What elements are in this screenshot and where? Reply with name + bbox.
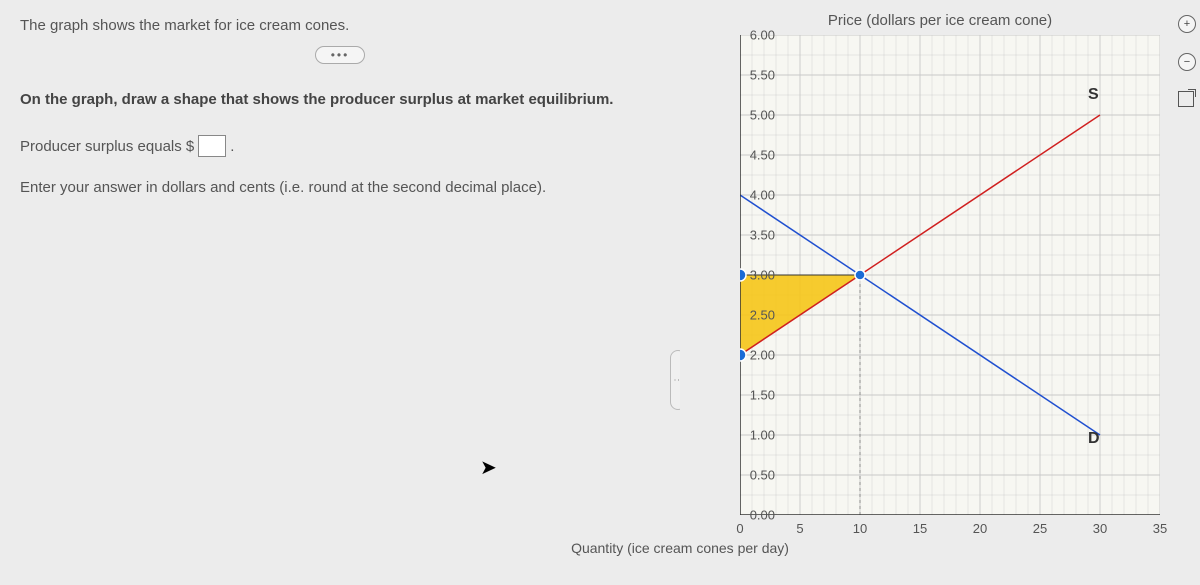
y-tick-label: 3.50 <box>735 228 775 243</box>
answer-suffix: . <box>230 138 234 155</box>
y-tick-label: 2.50 <box>735 308 775 323</box>
question-intro: The graph shows the market for ice cream… <box>20 15 660 36</box>
y-tick-label: 5.00 <box>735 108 775 123</box>
ellipsis-icon: ••• <box>331 49 350 61</box>
y-tick-label: 4.50 <box>735 148 775 163</box>
cursor-icon: ➤ <box>480 455 497 480</box>
y-tick-label: 1.00 <box>735 428 775 443</box>
graph-panel: Price (dollars per ice cream cone) SD Qu… <box>680 0 1200 585</box>
y-tick-label: 0.50 <box>735 468 775 483</box>
x-tick-label: 5 <box>796 521 803 536</box>
y-tick-label: 1.50 <box>735 388 775 403</box>
y-tick-label: 5.50 <box>735 68 775 83</box>
answer-line: Producer surplus equals $ . <box>20 135 660 157</box>
answer-prefix: Producer surplus equals $ <box>20 138 194 155</box>
x-tick-label: 15 <box>913 521 927 536</box>
zoom-in-icon[interactable]: + <box>1178 15 1196 33</box>
x-tick-label: 30 <box>1093 521 1107 536</box>
producer-surplus-input[interactable] <box>198 135 226 157</box>
chart-area[interactable]: SD <box>740 35 1160 515</box>
graph-toolbar: + − <box>1178 15 1196 107</box>
x-tick-label: 0 <box>736 521 743 536</box>
x-axis-title: Quantity (ice cream cones per day) <box>420 540 940 577</box>
question-panel: The graph shows the market for ice cream… <box>0 0 680 585</box>
hint-text: Enter your answer in dollars and cents (… <box>20 177 660 198</box>
svg-text:S: S <box>1088 86 1099 103</box>
x-tick-label: 20 <box>973 521 987 536</box>
x-tick-label: 10 <box>853 521 867 536</box>
fullscreen-icon[interactable] <box>1178 91 1194 107</box>
zoom-out-icon[interactable]: − <box>1178 53 1196 71</box>
x-tick-label: 35 <box>1153 521 1167 536</box>
svg-text:D: D <box>1088 430 1100 447</box>
y-tick-label: 3.00 <box>735 268 775 283</box>
y-tick-label: 2.00 <box>735 348 775 363</box>
y-axis-title: Price (dollars per ice cream cone) <box>828 12 1052 29</box>
y-tick-label: 6.00 <box>735 28 775 43</box>
chart-svg[interactable]: SD <box>740 35 1160 515</box>
y-tick-label: 4.00 <box>735 188 775 203</box>
expand-button[interactable]: ••• <box>315 46 365 64</box>
instruction-text: On the graph, draw a shape that shows th… <box>20 89 660 110</box>
x-tick-label: 25 <box>1033 521 1047 536</box>
